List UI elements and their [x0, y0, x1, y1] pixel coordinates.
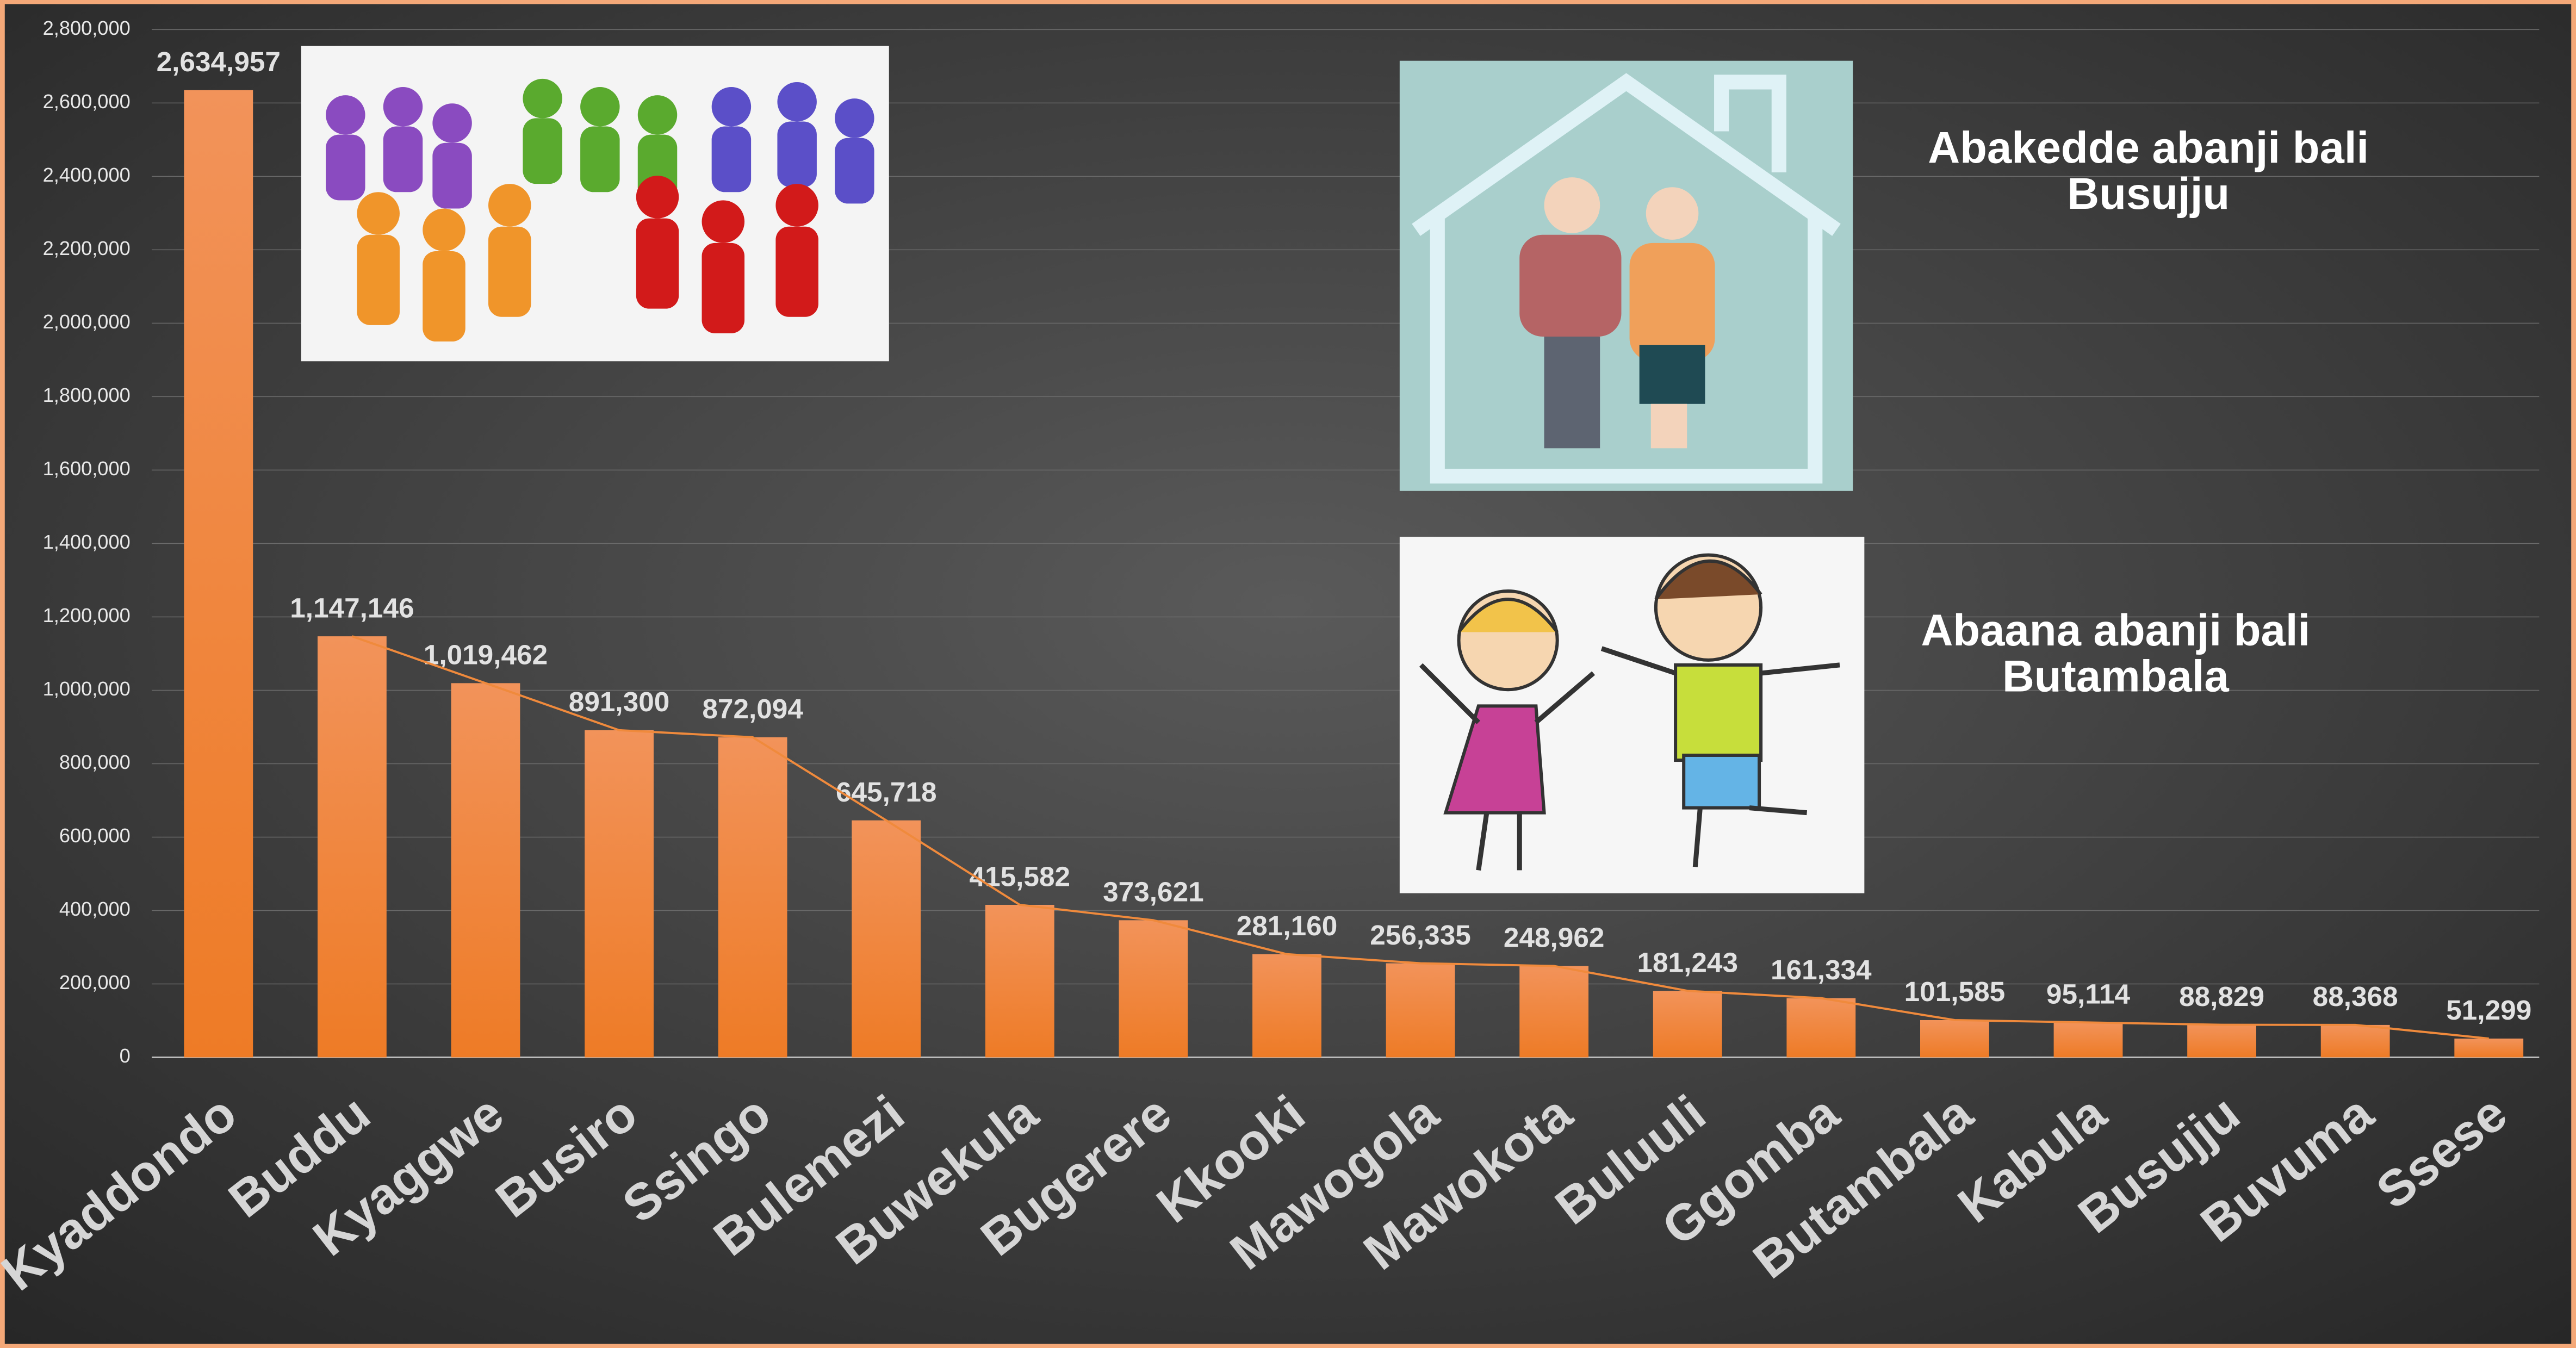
bar: [1252, 954, 1321, 1058]
value-label: 181,243: [1637, 947, 1738, 978]
annotation-line: Butambala: [2002, 652, 2229, 701]
y-tick-label: 1,400,000: [43, 531, 131, 553]
bar: [852, 821, 921, 1058]
bar: [2187, 1025, 2256, 1058]
value-label: 88,368: [2313, 981, 2398, 1012]
bar: [2454, 1039, 2523, 1058]
y-tick-label: 0: [120, 1045, 131, 1067]
value-label: 51,299: [2446, 995, 2531, 1026]
y-tick-label: 1,200,000: [43, 604, 131, 626]
value-label: 88,829: [2179, 981, 2264, 1012]
value-label: 2,634,957: [157, 46, 281, 77]
y-tick-label: 600,000: [59, 824, 131, 847]
page: 0 200,000 400,000 600,000 800,000 1,000,000 1,…: [0, 0, 2576, 1348]
bar: [1119, 920, 1188, 1057]
bar: [451, 683, 520, 1057]
bar: [585, 730, 654, 1058]
value-label: 101,585: [1904, 976, 2006, 1007]
bar: [718, 737, 787, 1058]
annotation-line: Abaana abanji bali: [1921, 606, 2310, 655]
value-label: 373,621: [1103, 877, 1204, 908]
y-tick-label: 1,800,000: [43, 384, 131, 406]
chart: 0 200,000 400,000 600,000 800,000 1,000,000 1,…: [0, 0, 2576, 1348]
y-tick-label: 2,200,000: [43, 237, 131, 259]
value-label: 281,160: [1237, 910, 1338, 941]
y-tick-label: 400,000: [59, 898, 131, 920]
value-label: 891,300: [569, 686, 670, 717]
bar: [1786, 998, 1855, 1058]
crowd-picture: [301, 46, 889, 362]
children-picture: [1400, 537, 1865, 893]
bar: [1386, 964, 1455, 1058]
value-label: 256,335: [1370, 920, 1471, 951]
value-label: 415,582: [970, 861, 1071, 892]
bar: [184, 90, 253, 1058]
value-label: 645,718: [836, 777, 937, 807]
bar: [985, 905, 1054, 1058]
annotation-line: Abakedde abanji bali: [1928, 123, 2369, 172]
bar: [2054, 1022, 2123, 1057]
value-label: 872,094: [702, 693, 803, 724]
y-tick-label: 2,400,000: [43, 164, 131, 186]
y-tick-label: 2,000,000: [43, 310, 131, 333]
y-tick-label: 2,600,000: [43, 90, 131, 113]
bar: [1519, 966, 1588, 1057]
elderly-picture: [1400, 61, 1853, 491]
y-tick-label: 800,000: [59, 751, 131, 773]
bar: [1920, 1020, 1989, 1058]
bar: [2321, 1025, 2390, 1058]
y-tick-label: 1,600,000: [43, 457, 131, 480]
y-tick-label: 200,000: [59, 971, 131, 993]
value-label: 95,114: [2046, 979, 2131, 1010]
value-label: 161,334: [1771, 954, 1872, 985]
y-tick-label: 1,000,000: [43, 678, 131, 700]
y-tick-label: 2,800,000: [43, 17, 131, 39]
annotation-line: Busujju: [2067, 169, 2230, 219]
bar: [318, 636, 387, 1057]
value-label: 1,147,146: [290, 592, 414, 623]
value-label: 248,962: [1504, 922, 1605, 953]
bar: [1653, 991, 1722, 1057]
value-label: 1,019,462: [424, 639, 548, 670]
